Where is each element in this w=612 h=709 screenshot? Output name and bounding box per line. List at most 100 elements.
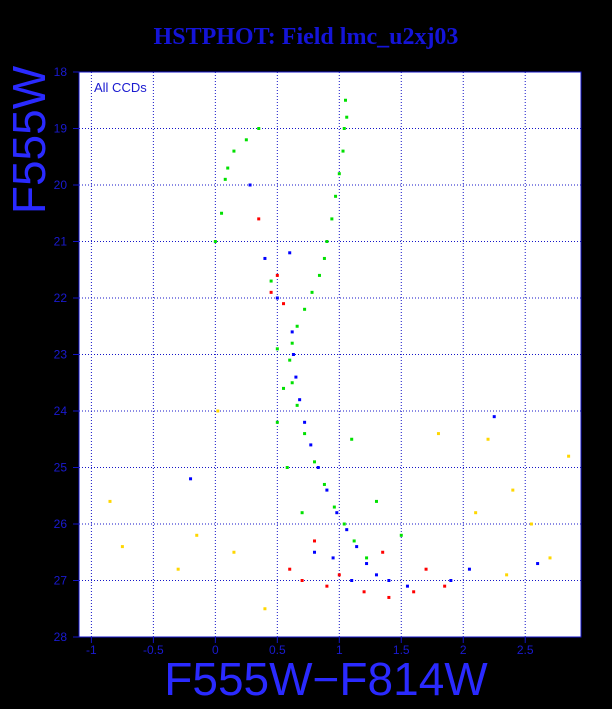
data-point [536,562,540,566]
data-point [443,584,447,588]
x-tick-label: 1 [336,643,343,657]
data-point [257,127,261,130]
x-tick-label: 2.5 [517,643,534,657]
data-point [322,482,326,486]
data-point [300,579,304,582]
data-point [303,420,307,424]
data-point [290,381,294,385]
data-point [313,550,317,554]
data-point [285,466,289,469]
y-tick-label: 18 [54,65,68,79]
data-point [220,211,224,215]
data-point [436,432,440,436]
y-tick-label: 27 [54,574,68,588]
data-point [350,437,354,441]
data-point [352,539,356,543]
data-point [244,138,248,142]
data-point [548,556,552,560]
data-point [300,511,304,515]
data-point [226,166,230,170]
annotation-all-ccds: All CCDs [94,80,147,95]
data-point [275,296,279,300]
data-point [350,579,354,582]
data-point [275,420,279,424]
data-point [216,409,220,413]
data-points [108,98,571,611]
data-point [108,499,112,503]
data-point [317,273,321,277]
data-point [232,149,236,153]
plot-area [79,72,581,637]
data-point [343,98,347,102]
data-point [290,341,294,345]
data-point [325,488,329,492]
data-point [374,573,378,577]
data-point [291,353,295,356]
y-tick-label: 23 [54,348,68,362]
y-tick-label: 22 [54,291,68,305]
axis-ticks: -1 -0.5 0 0.5 1 1.5 2 2.5 18 19 20 21 22 23 24 25 26 27 28 [54,65,534,657]
data-point [325,240,329,243]
y-tick-label: 21 [54,235,68,249]
y-tick-label: 28 [54,630,68,644]
data-point [316,466,320,469]
data-point [355,545,359,549]
data-point [511,488,515,492]
data-point [303,432,307,436]
data-point [275,347,279,351]
data-point [298,398,302,402]
data-point [345,528,349,532]
data-point [505,573,509,577]
data-point [374,499,378,503]
x-tick-label: 0.5 [269,643,286,657]
data-point [223,177,227,181]
x-tick-label: -1 [86,643,97,657]
data-point [342,522,346,526]
x-tick-label: 2 [460,643,467,657]
grid-lines [79,71,581,638]
data-point [567,454,571,458]
y-tick-label: 26 [54,517,68,531]
data-point [294,375,298,379]
data-point [288,358,292,362]
data-point [341,149,345,153]
data-point [449,579,453,582]
data-point [381,550,385,554]
data-point [387,579,391,582]
data-point [342,127,346,130]
data-point [335,511,339,515]
data-point [282,302,286,306]
data-point [474,511,478,515]
plot-frame [78,71,582,638]
data-point [290,330,294,334]
data-point [310,290,314,294]
data-point [399,533,403,537]
data-point [467,567,471,571]
data-point [288,251,292,255]
data-point [309,443,313,447]
data-point [325,584,329,588]
data-point [295,324,299,328]
data-point [288,567,292,571]
data-point [313,460,317,464]
data-point [120,545,124,549]
x-tick-label: 1.5 [393,643,410,657]
data-point [263,607,267,611]
x-tick-label: 0 [212,643,219,657]
y-tick-label: 19 [54,122,68,136]
data-point [529,522,533,526]
data-point [412,590,416,594]
data-point [365,556,369,560]
y-tick-label: 25 [54,461,68,475]
data-point [362,590,366,594]
x-axis-title: F555W−F814W [164,653,488,705]
data-point [330,217,334,221]
data-point [332,505,336,509]
data-point [248,183,252,187]
data-point [405,584,409,588]
data-point [275,273,279,277]
data-point [337,573,341,577]
data-point [213,240,217,243]
data-point [269,290,273,294]
